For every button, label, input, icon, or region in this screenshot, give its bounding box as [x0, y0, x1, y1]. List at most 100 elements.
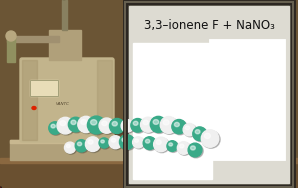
Ellipse shape	[143, 137, 156, 149]
Ellipse shape	[88, 140, 93, 144]
Ellipse shape	[178, 143, 191, 155]
Ellipse shape	[202, 131, 220, 148]
Ellipse shape	[91, 120, 97, 125]
Ellipse shape	[177, 142, 190, 154]
Ellipse shape	[160, 117, 177, 133]
Ellipse shape	[204, 133, 210, 139]
Ellipse shape	[140, 117, 156, 132]
Ellipse shape	[133, 137, 144, 148]
Ellipse shape	[154, 137, 168, 152]
Ellipse shape	[145, 139, 150, 143]
Ellipse shape	[68, 117, 83, 132]
Ellipse shape	[133, 121, 138, 125]
Ellipse shape	[172, 120, 186, 134]
Ellipse shape	[121, 120, 134, 132]
Ellipse shape	[135, 139, 139, 142]
Ellipse shape	[151, 117, 168, 133]
Ellipse shape	[110, 137, 123, 150]
Text: 3,3–ionene F + NaNO₃: 3,3–ionene F + NaNO₃	[144, 19, 274, 32]
Ellipse shape	[102, 121, 107, 126]
Ellipse shape	[174, 122, 179, 127]
Ellipse shape	[99, 118, 114, 133]
Ellipse shape	[86, 137, 100, 152]
Ellipse shape	[143, 120, 148, 125]
Ellipse shape	[65, 143, 77, 154]
Bar	[176, 156, 243, 188]
Ellipse shape	[66, 144, 70, 148]
Bar	[10, 140, 125, 160]
Bar	[0, 158, 298, 163]
Ellipse shape	[185, 126, 190, 130]
Bar	[150, 178, 244, 186]
Ellipse shape	[150, 116, 166, 132]
Ellipse shape	[131, 120, 146, 133]
Ellipse shape	[201, 130, 219, 147]
Ellipse shape	[99, 138, 109, 148]
Ellipse shape	[64, 142, 75, 153]
Ellipse shape	[57, 117, 74, 134]
Bar	[30, 80, 58, 96]
Ellipse shape	[195, 130, 200, 134]
Ellipse shape	[112, 121, 117, 126]
Ellipse shape	[169, 143, 173, 146]
Ellipse shape	[100, 119, 116, 134]
Ellipse shape	[173, 121, 187, 135]
Ellipse shape	[161, 118, 179, 134]
Bar	[7, 37, 15, 62]
Ellipse shape	[6, 31, 16, 41]
Ellipse shape	[131, 118, 145, 132]
Ellipse shape	[100, 139, 110, 149]
Ellipse shape	[49, 123, 63, 135]
Ellipse shape	[109, 136, 122, 149]
Ellipse shape	[123, 122, 128, 126]
Ellipse shape	[76, 141, 89, 153]
Ellipse shape	[111, 138, 116, 142]
Bar	[62, 0, 66, 30]
Bar	[125, 2, 293, 187]
Ellipse shape	[69, 118, 84, 133]
Ellipse shape	[133, 138, 145, 149]
Bar	[49, 30, 80, 60]
Ellipse shape	[120, 136, 136, 150]
Bar	[129, 6, 289, 183]
Bar	[0, 160, 298, 188]
Ellipse shape	[77, 142, 82, 146]
Ellipse shape	[156, 140, 161, 144]
Bar	[10, 140, 125, 143]
Bar	[125, 2, 293, 187]
Ellipse shape	[183, 124, 195, 136]
Ellipse shape	[190, 146, 195, 150]
Bar	[133, 43, 212, 179]
Ellipse shape	[154, 138, 170, 153]
Ellipse shape	[184, 124, 197, 137]
Ellipse shape	[141, 118, 157, 133]
Ellipse shape	[51, 124, 55, 128]
Ellipse shape	[179, 144, 184, 148]
Ellipse shape	[144, 138, 157, 151]
Text: VANTC: VANTC	[55, 102, 69, 106]
Ellipse shape	[78, 116, 94, 133]
Ellipse shape	[188, 143, 202, 157]
Ellipse shape	[58, 118, 75, 135]
Ellipse shape	[119, 135, 134, 149]
Ellipse shape	[167, 141, 178, 151]
Bar	[22, 60, 37, 140]
Ellipse shape	[168, 142, 179, 152]
Ellipse shape	[78, 117, 96, 134]
Ellipse shape	[193, 128, 208, 142]
Ellipse shape	[153, 120, 159, 124]
Ellipse shape	[109, 118, 125, 133]
Bar	[209, 39, 285, 160]
Bar	[125, 2, 293, 187]
Ellipse shape	[122, 138, 127, 142]
Ellipse shape	[101, 140, 104, 143]
Bar	[30, 80, 58, 96]
FancyBboxPatch shape	[20, 58, 114, 142]
Ellipse shape	[163, 120, 169, 125]
Ellipse shape	[88, 117, 107, 135]
Ellipse shape	[60, 121, 66, 126]
Ellipse shape	[193, 127, 207, 141]
Ellipse shape	[49, 122, 61, 134]
Ellipse shape	[87, 116, 105, 134]
Bar	[7, 36, 59, 42]
